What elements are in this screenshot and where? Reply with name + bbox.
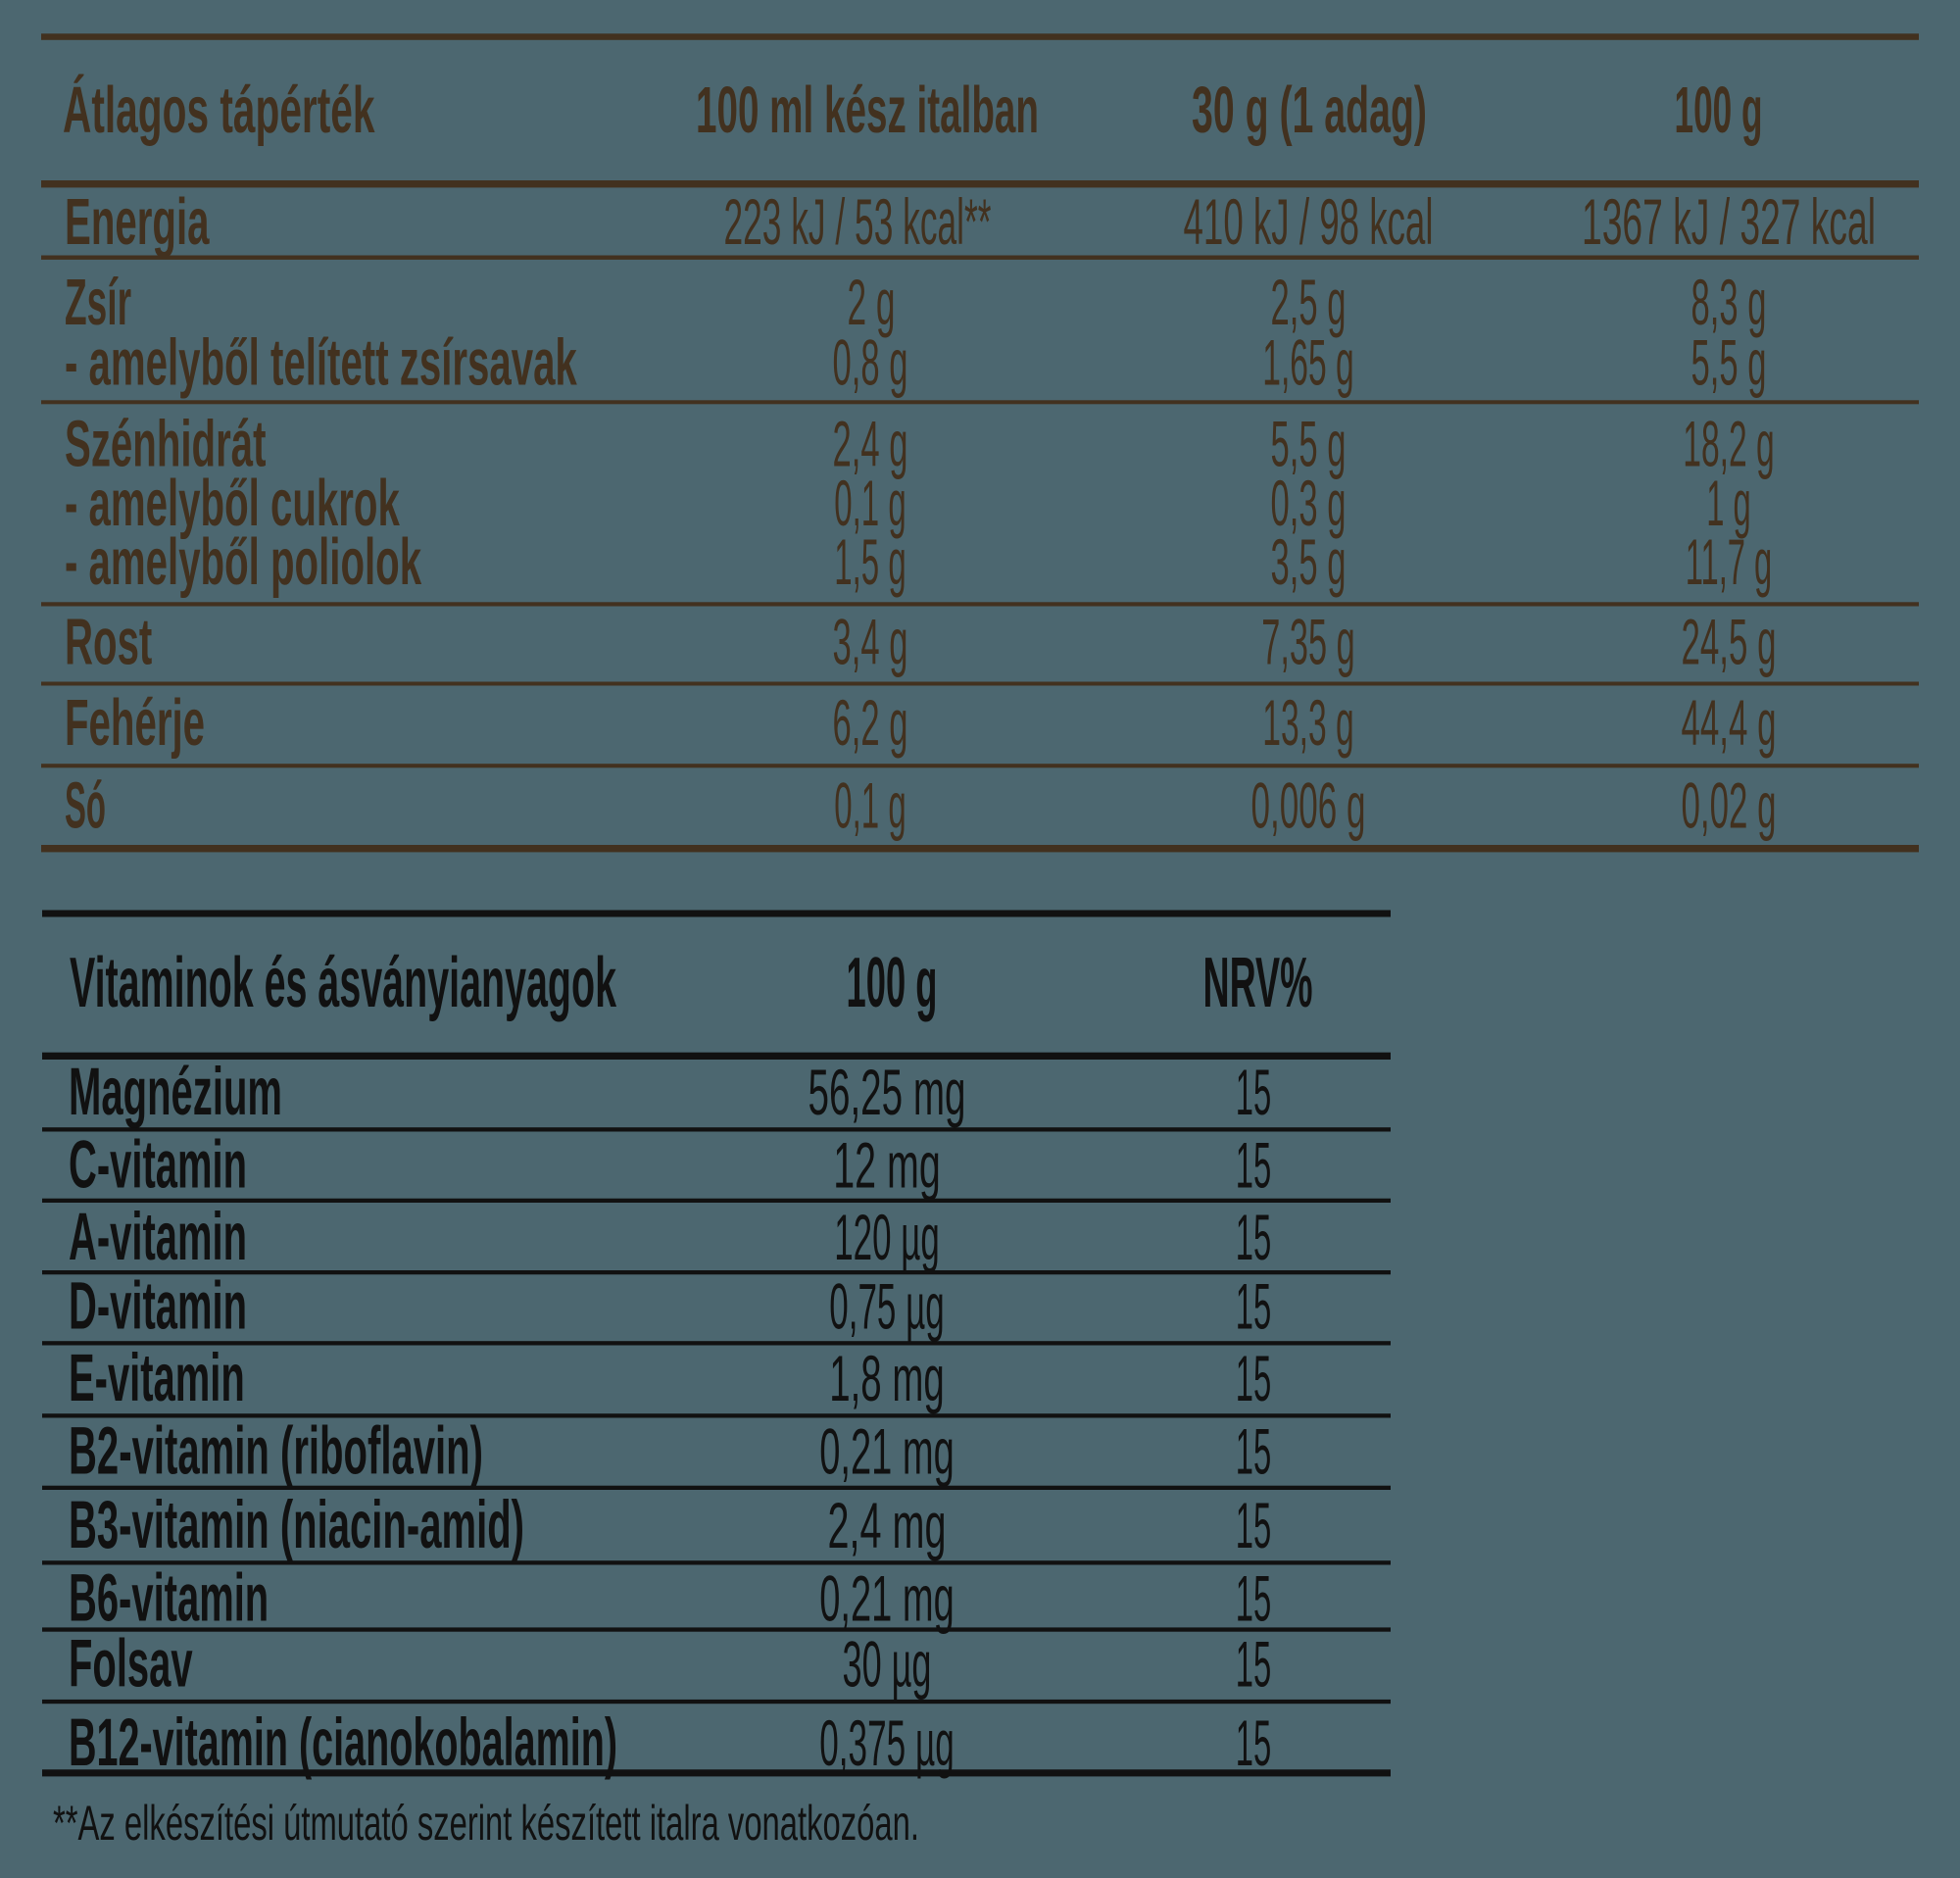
svg-text:2 g: 2 g [848, 266, 896, 338]
svg-text:Vitaminok és ásványianyagok: Vitaminok és ásványianyagok [70, 944, 617, 1022]
svg-text:410 kJ / 98 kcal: 410 kJ / 98 kcal [1184, 185, 1434, 258]
svg-text:0,3 g: 0,3 g [1271, 467, 1347, 539]
svg-text:NRV%: NRV% [1203, 944, 1313, 1022]
svg-text:C-vitamin: C-vitamin [69, 1127, 247, 1203]
svg-text:Só: Só [65, 769, 106, 843]
svg-text:15: 15 [1236, 1201, 1272, 1273]
svg-text:3,5 g: 3,5 g [1271, 525, 1347, 598]
svg-text:5,5 g: 5,5 g [1691, 326, 1767, 399]
svg-text:0,375 µg: 0,375 µg [819, 1706, 955, 1779]
svg-text:2,5 g: 2,5 g [1271, 266, 1347, 338]
svg-text:B12-vitamin (cianokobalamin): B12-vitamin (cianokobalamin) [69, 1705, 617, 1780]
svg-text:0,75 µg: 0,75 µg [829, 1270, 945, 1343]
svg-text:30 µg: 30 µg [843, 1628, 932, 1701]
svg-text:0,1 g: 0,1 g [834, 467, 906, 539]
svg-text:15: 15 [1236, 1129, 1272, 1202]
svg-text:100 g: 100 g [1675, 74, 1763, 147]
svg-text:15: 15 [1236, 1706, 1272, 1779]
svg-text:15: 15 [1236, 1056, 1272, 1128]
svg-text:15: 15 [1236, 1489, 1272, 1561]
svg-text:24,5 g: 24,5 g [1682, 606, 1777, 678]
svg-text:6,2 g: 6,2 g [833, 686, 908, 759]
svg-text:15: 15 [1236, 1342, 1272, 1414]
svg-text:100 g: 100 g [847, 944, 938, 1022]
svg-text:7,35 g: 7,35 g [1261, 606, 1355, 678]
svg-text:56,25 mg: 56,25 mg [808, 1056, 966, 1128]
svg-text:12 mg: 12 mg [833, 1129, 941, 1202]
svg-text:- amelyből telített zsírsavak: - amelyből telített zsírsavak [65, 326, 577, 400]
svg-text:15: 15 [1236, 1415, 1272, 1488]
svg-text:5,5 g: 5,5 g [1271, 408, 1347, 480]
svg-text:**Az elkészítési útmutató szer: **Az elkészítési útmutató szerint készít… [53, 1796, 919, 1851]
svg-text:223 kJ / 53 kcal**: 223 kJ / 53 kcal** [724, 185, 992, 258]
svg-text:0,02 g: 0,02 g [1682, 769, 1777, 842]
svg-text:2,4 mg: 2,4 mg [828, 1489, 947, 1561]
svg-text:Szénhidrát: Szénhidrát [65, 408, 267, 481]
svg-text:Energia: Energia [65, 185, 210, 259]
svg-text:- amelyből poliolok: - amelyből poliolok [65, 525, 422, 599]
svg-text:0,21 mg: 0,21 mg [819, 1562, 955, 1635]
svg-text:1 g: 1 g [1706, 467, 1751, 539]
svg-text:15: 15 [1236, 1270, 1272, 1343]
svg-text:Fehérje: Fehérje [65, 686, 205, 760]
svg-text:2,4 g: 2,4 g [833, 408, 908, 480]
svg-text:Rost: Rost [65, 606, 152, 679]
svg-text:0,006 g: 0,006 g [1251, 769, 1366, 842]
svg-text:30 g (1 adag): 30 g (1 adag) [1192, 74, 1427, 147]
svg-text:0,1 g: 0,1 g [834, 769, 906, 842]
svg-text:1,5 g: 1,5 g [834, 525, 906, 598]
svg-text:8,3 g: 8,3 g [1691, 266, 1767, 338]
svg-text:18,2 g: 18,2 g [1683, 408, 1775, 480]
svg-text:Magnézium: Magnézium [69, 1054, 282, 1129]
svg-text:E-vitamin: E-vitamin [69, 1340, 245, 1415]
svg-text:Folsav: Folsav [69, 1626, 193, 1702]
svg-text:1367 kJ / 327 kcal: 1367 kJ / 327 kcal [1582, 185, 1876, 258]
svg-text:Átlagos tápérték: Átlagos tápérték [63, 74, 375, 147]
svg-text:1,65 g: 1,65 g [1262, 326, 1354, 399]
svg-text:120 µg: 120 µg [834, 1201, 940, 1273]
svg-text:15: 15 [1236, 1562, 1272, 1635]
svg-text:B3-vitamin (niacin-amid): B3-vitamin (niacin-amid) [69, 1487, 524, 1562]
svg-text:44,4 g: 44,4 g [1682, 686, 1777, 759]
svg-text:- amelyből cukrok: - amelyből cukrok [65, 467, 400, 540]
svg-text:11,7 g: 11,7 g [1686, 525, 1773, 598]
svg-text:Zsír: Zsír [65, 266, 131, 339]
svg-text:15: 15 [1236, 1628, 1272, 1701]
svg-text:3,4 g: 3,4 g [833, 606, 908, 678]
svg-text:0,8 g: 0,8 g [833, 326, 908, 399]
svg-text:B6-vitamin: B6-vitamin [69, 1560, 269, 1636]
svg-text:B2-vitamin (riboflavin): B2-vitamin (riboflavin) [69, 1413, 483, 1489]
svg-text:A-vitamin: A-vitamin [69, 1199, 247, 1274]
svg-text:0,21 mg: 0,21 mg [819, 1415, 955, 1488]
svg-text:100 ml kész italban: 100 ml kész italban [696, 74, 1039, 147]
svg-text:D-vitamin: D-vitamin [69, 1268, 247, 1344]
svg-text:13,3 g: 13,3 g [1262, 686, 1354, 759]
svg-text:1,8 mg: 1,8 mg [829, 1342, 945, 1414]
